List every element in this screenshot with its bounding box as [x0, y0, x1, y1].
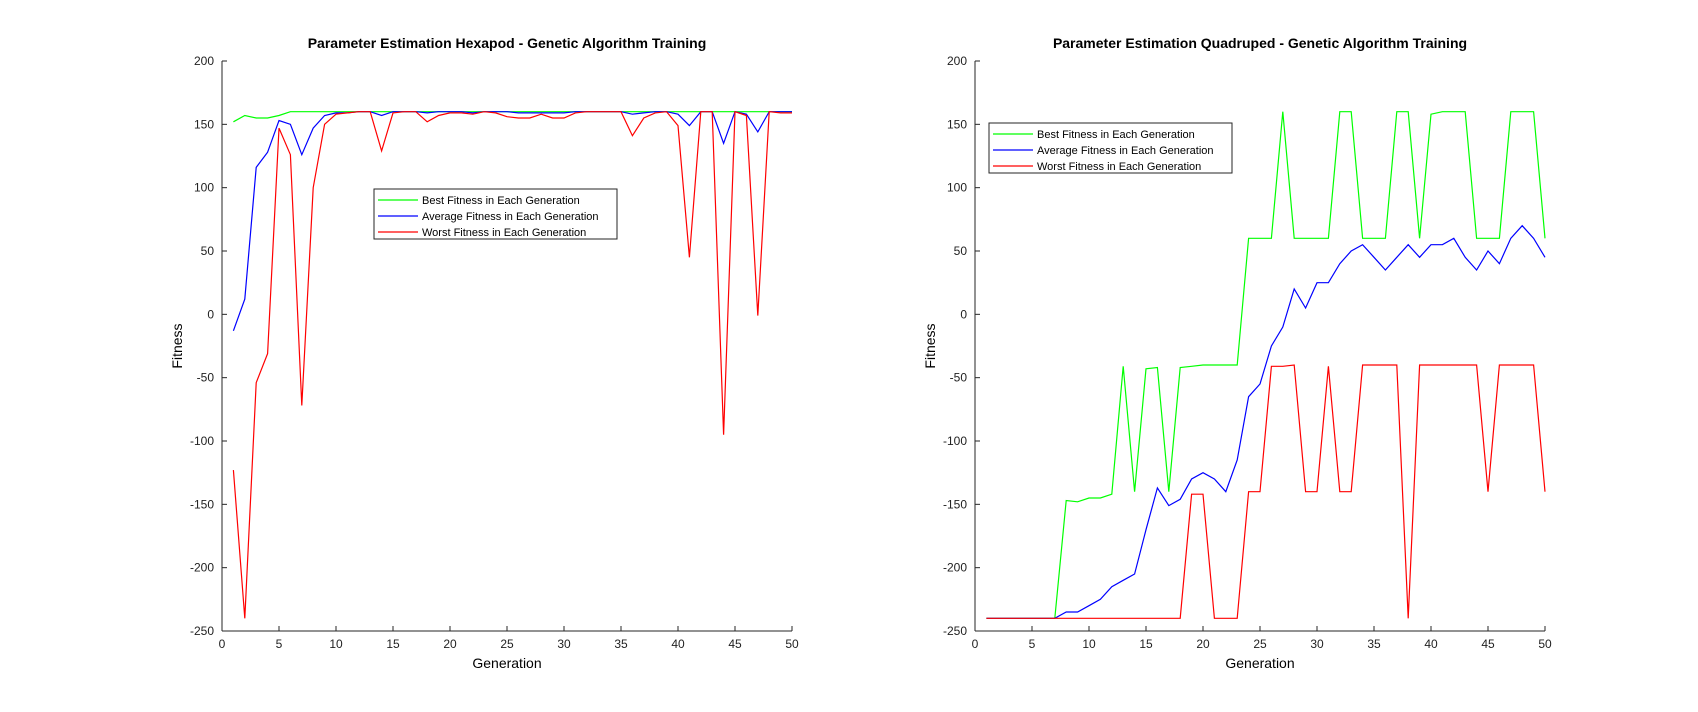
- y-tick-label: 150: [947, 117, 967, 131]
- x-tick-label: 0: [219, 637, 226, 651]
- legend: Best Fitness in Each Generation Average F…: [988, 122, 1233, 174]
- legend-box: [373, 188, 618, 240]
- y-tick-label: -150: [943, 497, 967, 511]
- x-tick-label: 25: [1253, 637, 1267, 651]
- y-tick-label: 200: [194, 54, 214, 68]
- legend-entry: Average Fitness in Each Generation: [1037, 145, 1214, 157]
- y-tick-label: -150: [190, 497, 214, 511]
- series-line-average: [232, 111, 792, 332]
- x-tick-label: 35: [1367, 637, 1381, 651]
- y-tick-label: 50: [954, 244, 968, 258]
- y-tick-label: -200: [190, 561, 214, 575]
- x-tick-label: 0: [972, 637, 979, 651]
- series-line-best: [986, 111, 1546, 619]
- x-axis-label: Generation: [1225, 655, 1294, 671]
- y-tick-label: -250: [190, 624, 214, 638]
- x-tick-label: 15: [386, 637, 400, 651]
- x-tick-label: 30: [1310, 637, 1324, 651]
- quadruped-chart: Parameter Estimation Quadruped - Genetic…: [922, 35, 1552, 671]
- y-tick-label: -50: [950, 371, 968, 385]
- legend-entry: Average Fitness in Each Generation: [422, 211, 599, 223]
- legend-box: [988, 122, 1233, 174]
- legend-entry: Worst Fitness in Each Generation: [422, 227, 586, 239]
- y-tick-label: -250: [943, 624, 967, 638]
- axes: 0 5 10 15 20 25 30 35 40 45 50 -250 -200 -150 -100 -50 0…: [190, 54, 799, 651]
- y-tick-label: 0: [207, 307, 214, 321]
- x-tick-label: 20: [443, 637, 457, 651]
- x-tick-label: 50: [785, 637, 799, 651]
- y-axis-label: Fitness: [922, 323, 938, 368]
- x-tick-label: 45: [1481, 637, 1495, 651]
- x-tick-label: 30: [557, 637, 571, 651]
- x-tick-label: 45: [728, 637, 742, 651]
- x-tick-label: 20: [1196, 637, 1210, 651]
- y-tick-label: 100: [947, 181, 967, 195]
- series-line-worst: [232, 110, 792, 619]
- y-tick-label: 150: [194, 117, 214, 131]
- y-tick-label: 50: [201, 244, 215, 258]
- y-axis-label: Fitness: [169, 323, 185, 368]
- y-tick-label: -100: [190, 434, 214, 448]
- x-tick-label: 50: [1538, 637, 1552, 651]
- legend-entry: Best Fitness in Each Generation: [422, 195, 580, 207]
- y-tick-label: -50: [197, 371, 215, 385]
- series-line-average: [986, 224, 1546, 619]
- legend-entry: Worst Fitness in Each Generation: [1037, 161, 1201, 173]
- y-tick-label: 0: [960, 307, 967, 321]
- x-tick-label: 35: [614, 637, 628, 651]
- y-tick-label: -200: [943, 561, 967, 575]
- x-tick-label: 40: [1424, 637, 1438, 651]
- x-tick-label: 40: [671, 637, 685, 651]
- legend: Best Fitness in Each Generation Average F…: [373, 188, 618, 240]
- axes: 0 5 10 15 20 25 30 35 40 45 50 -250 -200 -150 -100 -50 0…: [943, 54, 1552, 651]
- legend-entry: Best Fitness in Each Generation: [1037, 129, 1195, 141]
- chart-title: Parameter Estimation Hexapod - Genetic A…: [308, 35, 707, 51]
- y-tick-label: 100: [194, 181, 214, 195]
- series-line-worst: [986, 364, 1546, 619]
- x-tick-label: 10: [329, 637, 343, 651]
- x-tick-label: 5: [1029, 637, 1036, 651]
- plot-area: [232, 110, 792, 619]
- x-tick-label: 5: [276, 637, 283, 651]
- y-tick-label: -100: [943, 434, 967, 448]
- hexapod-chart: Parameter Estimation Hexapod - Genetic A…: [169, 35, 799, 671]
- x-tick-label: 10: [1082, 637, 1096, 651]
- x-tick-label: 15: [1139, 637, 1153, 651]
- plot-area: [986, 111, 1546, 619]
- y-tick-label: 200: [947, 54, 967, 68]
- x-tick-label: 25: [500, 637, 514, 651]
- chart-title: Parameter Estimation Quadruped - Genetic…: [1053, 35, 1467, 51]
- x-axis-label: Generation: [472, 655, 541, 671]
